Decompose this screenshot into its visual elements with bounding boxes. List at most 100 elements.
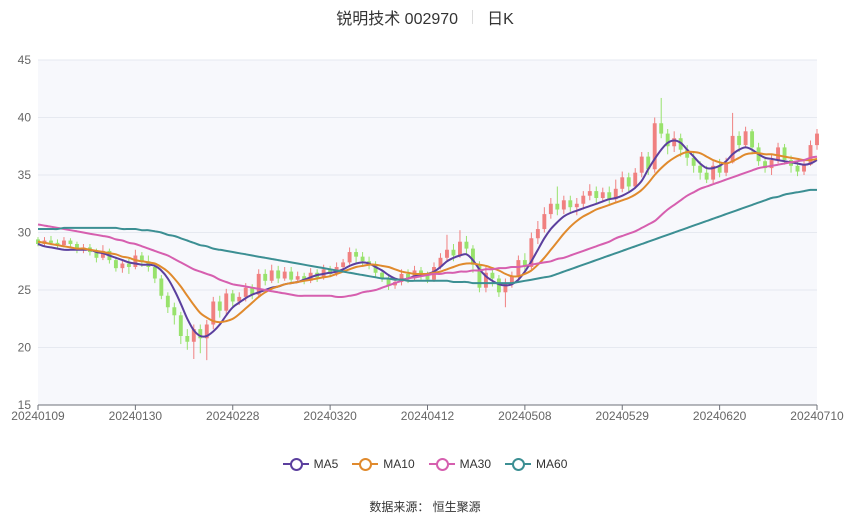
- candle: [607, 186, 612, 204]
- x-tick-label: 20240130: [109, 409, 163, 423]
- candle-body: [120, 263, 125, 269]
- candle-body: [328, 269, 333, 274]
- candle-body: [133, 255, 138, 267]
- candle-body: [600, 192, 605, 198]
- candle: [347, 247, 352, 265]
- candle: [75, 241, 79, 254]
- candle: [211, 296, 216, 330]
- candle-body: [419, 270, 423, 276]
- candle-body: [425, 275, 430, 280]
- axes: 15 20 25 30 35 40 45 20240109 20240130 20240228 20…: [11, 53, 844, 423]
- candle: [224, 288, 229, 316]
- candle-body: [75, 244, 79, 250]
- candlesticks: [36, 97, 819, 361]
- candle: [445, 234, 449, 262]
- candle-body: [711, 165, 716, 180]
- candle-body: [626, 177, 631, 187]
- candle-body: [737, 135, 742, 146]
- candle-body: [769, 160, 774, 169]
- candle: [68, 238, 73, 248]
- candle: [464, 235, 469, 255]
- candle-body: [496, 278, 501, 293]
- candle: [276, 265, 281, 284]
- candle: [659, 97, 664, 139]
- candle: [542, 207, 547, 233]
- candle-body: [62, 240, 66, 246]
- candle-body: [302, 276, 307, 281]
- candle-body: [347, 252, 352, 263]
- candle-body: [172, 307, 177, 316]
- candle-body: [561, 200, 566, 210]
- chart-title-row: 锐明技术 002970 日K: [0, 6, 850, 28]
- candle-body: [581, 195, 586, 204]
- candle: [548, 198, 553, 219]
- candle: [165, 292, 170, 313]
- candle-body: [568, 200, 573, 208]
- candle-body: [269, 270, 274, 281]
- candle-body: [691, 157, 696, 166]
- candle: [360, 252, 365, 266]
- candle-body: [548, 203, 553, 215]
- y-tick-label: 15: [18, 398, 32, 412]
- candle-body: [509, 276, 514, 284]
- candle-body: [295, 276, 300, 280]
- candle-body: [380, 272, 385, 279]
- candle-body: [542, 214, 547, 230]
- candle-body: [477, 264, 482, 288]
- candle-body: [282, 271, 287, 279]
- candle: [769, 154, 774, 175]
- candle-body: [406, 273, 410, 279]
- candle: [302, 272, 307, 285]
- candle: [581, 191, 586, 210]
- candle-body: [49, 240, 53, 243]
- chart-subtitle: 日K: [487, 11, 514, 28]
- candle-body: [165, 295, 170, 308]
- legend-label: MA60: [536, 457, 568, 471]
- candle: [808, 140, 813, 166]
- moving-average-lines: [37, 139, 818, 338]
- candle-body: [94, 252, 99, 258]
- candle-body: [360, 256, 365, 262]
- candle-body: [373, 264, 378, 273]
- x-tick-label: 20240529: [596, 409, 650, 423]
- candle-body: [68, 240, 73, 244]
- candle-body: [139, 255, 144, 262]
- candle-body: [113, 260, 118, 269]
- candle: [496, 275, 501, 297]
- candle-body: [750, 131, 755, 148]
- candle-body: [217, 301, 222, 311]
- legend-item-ma10[interactable]: MA10: [352, 457, 415, 471]
- legend-label: MA10: [383, 457, 415, 471]
- candle-body: [451, 249, 456, 256]
- candle: [178, 311, 183, 345]
- candle-body: [341, 262, 346, 267]
- candle-body: [276, 270, 281, 279]
- candle-body: [724, 162, 729, 173]
- ma60-line: [37, 188, 818, 285]
- legend-item-ma60[interactable]: MA60: [505, 457, 567, 471]
- candle-body: [535, 229, 540, 239]
- candle: [620, 171, 625, 193]
- candle: [217, 295, 222, 318]
- legend-item-ma5[interactable]: MA5: [282, 457, 339, 471]
- candle-body: [516, 260, 521, 277]
- legend-item-ma30[interactable]: MA30: [428, 457, 491, 471]
- x-tick-label: 20240508: [498, 409, 552, 423]
- candle-body: [555, 203, 560, 210]
- legend-label: MA5: [313, 457, 339, 471]
- candle: [354, 248, 359, 263]
- candle-body: [438, 257, 443, 267]
- candle-body: [399, 273, 404, 282]
- candle-body: [633, 172, 638, 187]
- candle-body: [503, 283, 508, 293]
- y-tick-label: 40: [18, 111, 32, 125]
- candle-body: [237, 296, 242, 302]
- candle-body: [256, 273, 261, 295]
- candle: [120, 260, 125, 273]
- candle-body: [152, 267, 157, 279]
- candle-body: [126, 263, 131, 267]
- kline-chart[interactable]: 15 20 25 30 35 40 45 20240109 20240130 20240228 20…: [0, 0, 850, 450]
- candle: [477, 261, 482, 293]
- x-tick-label: 20240228: [206, 409, 260, 423]
- candle-body: [354, 252, 359, 257]
